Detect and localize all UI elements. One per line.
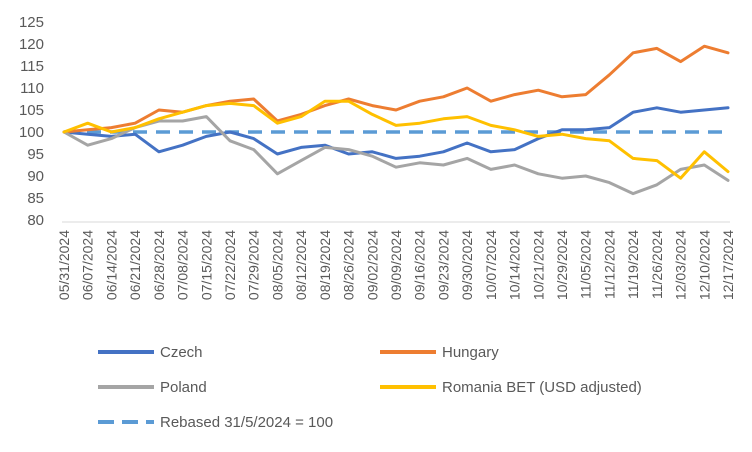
- legend: Czech Hungary Poland Romania BET (USD adjus…: [98, 344, 642, 431]
- y-tick-label: 120: [19, 36, 44, 53]
- x-tick-label: 10/29/2024: [554, 230, 570, 300]
- x-tick-label: 11/26/2024: [649, 230, 665, 299]
- y-axis-ticks: 80 85 90 95 100 105 110 115 120 125: [19, 14, 44, 229]
- x-tick-label: 10/07/2024: [483, 230, 499, 300]
- y-tick-label: 105: [19, 102, 44, 119]
- x-tick-label: 09/30/2024: [459, 230, 475, 300]
- y-tick-label: 90: [27, 168, 44, 185]
- x-tick-label: 12/17/2024: [720, 230, 736, 300]
- y-tick-label: 125: [19, 14, 44, 31]
- x-tick-label: 06/14/2024: [103, 230, 119, 300]
- x-tick-label: 07/15/2024: [198, 230, 214, 300]
- x-tick-label: 08/12/2024: [293, 230, 309, 300]
- y-tick-label: 80: [27, 212, 44, 229]
- x-tick-label: 08/26/2024: [341, 230, 357, 300]
- x-tick-label: 11/19/2024: [625, 230, 641, 299]
- x-tick-label: 06/21/2024: [127, 230, 143, 300]
- legend-label-hungary: Hungary: [442, 344, 499, 361]
- x-tick-label: 11/12/2024: [601, 230, 617, 299]
- x-tick-label: 09/23/2024: [435, 230, 451, 300]
- x-tick-label: 08/19/2024: [317, 230, 333, 300]
- x-tick-label: 10/14/2024: [507, 230, 523, 300]
- legend-label-romania-bet-usd-adjusted: Romania BET (USD adjusted): [442, 379, 642, 396]
- x-tick-label: 12/10/2024: [696, 230, 712, 300]
- x-tick-label: 05/31/2024: [56, 230, 72, 300]
- y-tick-label: 100: [19, 124, 44, 141]
- x-tick-label: 09/02/2024: [364, 230, 380, 300]
- x-tick-label: 07/29/2024: [246, 230, 262, 300]
- x-tick-label: 07/08/2024: [175, 230, 191, 300]
- x-tick-label: 10/21/2024: [530, 230, 546, 300]
- series-line-czech: [62, 106, 730, 160]
- x-tick-label: 12/03/2024: [673, 230, 689, 300]
- series-line-romania-bet-usd-adjusted: [62, 99, 730, 180]
- y-tick-label: 110: [20, 80, 44, 97]
- x-tick-label: 08/05/2024: [269, 230, 285, 300]
- y-tick-label: 95: [27, 146, 44, 163]
- legend-label-rebased-31-5-2024-100: Rebased 31/5/2024 = 100: [160, 414, 333, 431]
- x-tick-label: 11/05/2024: [578, 230, 594, 299]
- x-tick-label: 09/09/2024: [388, 230, 404, 300]
- series-line-poland: [62, 115, 730, 196]
- x-tick-label: 07/22/2024: [222, 230, 238, 300]
- x-axis-ticks: 05/31/2024 06/07/2024 06/14/2024 06/21/2024…: [56, 230, 736, 300]
- x-tick-label: 06/28/2024: [151, 230, 167, 300]
- y-tick-label: 115: [20, 58, 44, 75]
- x-tick-label: 09/16/2024: [412, 230, 428, 300]
- legend-label-czech: Czech: [160, 344, 203, 361]
- legend-label-poland: Poland: [160, 379, 207, 396]
- y-tick-label: 85: [27, 190, 44, 207]
- x-tick-label: 06/07/2024: [80, 230, 96, 300]
- series-lines: [62, 44, 730, 196]
- series-line-hungary: [62, 44, 730, 134]
